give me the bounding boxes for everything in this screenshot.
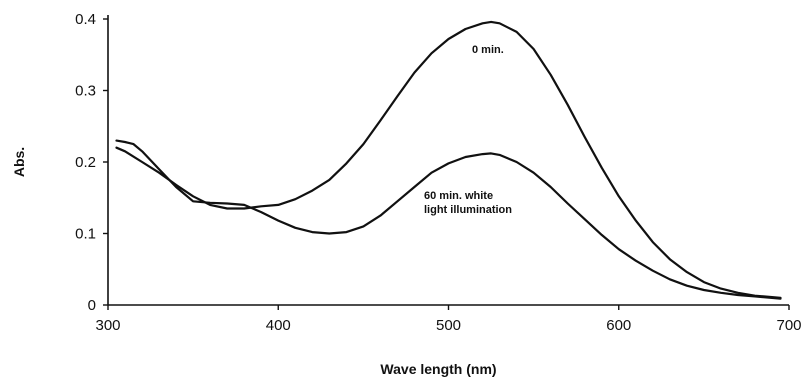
series-line-0-min (115, 20, 782, 299)
ticks: 300 400 500 600 700 0 0.1 0.2 0.3 0.4 (75, 11, 801, 334)
series-lines (115, 20, 782, 300)
x-axis-title: Wave length (nm) (380, 361, 496, 377)
axes (107, 15, 789, 306)
x-tick-label: 700 (776, 317, 801, 334)
annotation-60-min: 60 min. white light illumination (424, 190, 512, 216)
y-tick-label: 0.2 (75, 154, 96, 171)
y-axis-title: Abs. (11, 147, 27, 177)
annotations: 0 min. 60 min. white light illumination (424, 44, 512, 216)
y-tick-label: 0 (88, 297, 96, 314)
x-tick-label: 500 (436, 317, 461, 334)
series-line-60-min (115, 139, 782, 300)
x-tick-label: 400 (266, 317, 291, 334)
y-tick-label: 0.3 (75, 83, 96, 100)
x-tick-label: 600 (606, 317, 631, 334)
y-tick-label: 0.1 (75, 226, 96, 243)
x-tick-label: 300 (95, 317, 120, 334)
annotation-0-min: 0 min. (472, 44, 504, 56)
y-tick-label: 0.4 (75, 11, 96, 28)
